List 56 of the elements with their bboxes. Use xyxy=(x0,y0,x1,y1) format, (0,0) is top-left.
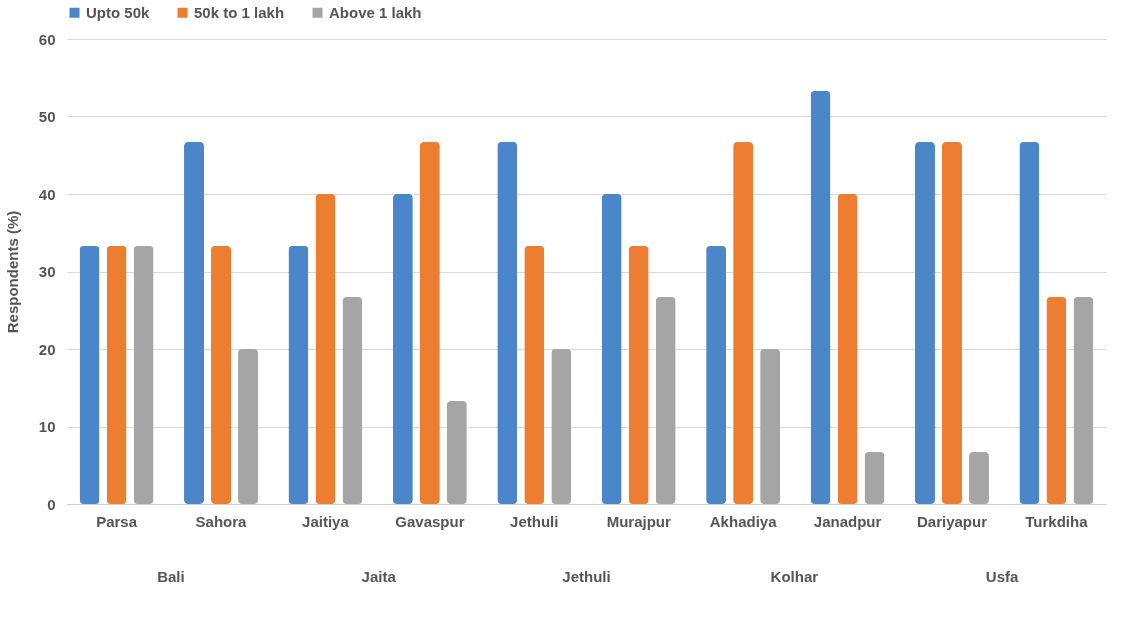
bar xyxy=(1019,142,1040,504)
bar xyxy=(238,349,259,504)
bar xyxy=(497,142,518,504)
bar xyxy=(628,245,649,504)
x-tick-label: Jethuli xyxy=(510,512,559,530)
x-tick-label: Janadpur xyxy=(813,512,882,530)
y-axis-title: Respondents (%) xyxy=(3,210,21,334)
bar xyxy=(551,349,572,504)
y-tick-label: 60 xyxy=(38,30,56,48)
bar xyxy=(733,142,754,504)
y-tick-label: 10 xyxy=(38,418,56,435)
bar xyxy=(706,245,727,504)
x-tick-label: Turkdiha xyxy=(1025,512,1089,530)
bar xyxy=(524,245,545,504)
x-tick-label: Jaitiya xyxy=(302,512,350,530)
bar xyxy=(419,142,440,504)
y-tick-label: 20 xyxy=(38,340,56,358)
y-tick-label: 40 xyxy=(38,185,56,203)
bar xyxy=(655,297,676,504)
x-tick-label: Sahora xyxy=(195,512,248,530)
bar xyxy=(446,400,467,504)
bar xyxy=(1073,297,1094,504)
x-tick-label: Murajpur xyxy=(606,512,671,530)
bar xyxy=(914,142,935,504)
x-tick-label: Akhadiya xyxy=(709,512,778,530)
text: Bali xyxy=(157,568,185,585)
bar xyxy=(184,142,205,504)
y-tick-label: 50 xyxy=(38,108,56,125)
text: Kolhar xyxy=(770,568,819,585)
y-tick-label: 0 xyxy=(47,495,56,513)
text: Jaita xyxy=(361,568,397,585)
x-tick-label: Parsa xyxy=(96,512,138,530)
bar xyxy=(810,90,831,504)
bar xyxy=(288,245,309,504)
x-tick-label: Dariyapur xyxy=(916,512,988,530)
bar xyxy=(837,194,858,504)
bar xyxy=(106,245,127,504)
x-tick-label: Gavaspur xyxy=(395,512,465,530)
bar xyxy=(79,245,100,504)
text: Usfa xyxy=(985,568,1020,585)
y-tick-label: 30 xyxy=(38,263,56,280)
bar xyxy=(342,297,363,504)
text: Jethuli xyxy=(562,568,611,585)
legend-label: 50k to 1 lakh xyxy=(194,3,285,21)
bar xyxy=(1046,297,1067,504)
bar xyxy=(392,194,413,504)
bar xyxy=(133,245,154,504)
bar xyxy=(941,142,962,504)
legend-label: Above 1 lakh xyxy=(329,3,422,21)
bar xyxy=(601,194,622,504)
bar xyxy=(864,452,885,504)
bar xyxy=(315,194,336,504)
bar xyxy=(211,245,232,504)
legend-label: Upto 50k xyxy=(86,3,150,21)
bar xyxy=(968,452,989,504)
bar xyxy=(760,349,781,504)
